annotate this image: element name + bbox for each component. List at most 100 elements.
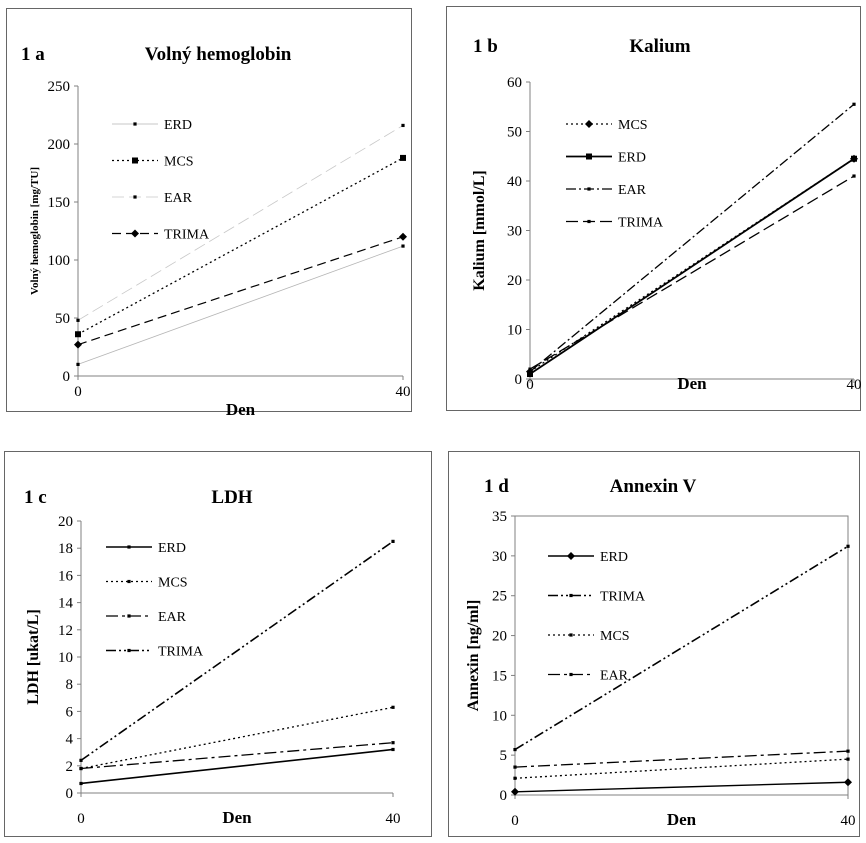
data-point xyxy=(76,318,80,322)
data-point xyxy=(846,544,850,548)
legend-label: ERD xyxy=(164,118,192,133)
series-line xyxy=(77,245,404,365)
data-point xyxy=(528,369,532,374)
y-tick-label: 35 xyxy=(492,509,507,525)
y-tick-label: 2 xyxy=(66,759,74,775)
data-point xyxy=(79,781,83,786)
legend-label: MCS xyxy=(618,118,648,133)
data-point xyxy=(75,331,81,338)
series-line xyxy=(514,758,849,779)
legend-label: ERD xyxy=(158,541,186,556)
legend-label: TRIMA xyxy=(158,645,204,660)
legend-marker xyxy=(569,633,573,637)
data-point xyxy=(511,787,519,796)
series-line xyxy=(514,545,849,751)
y-tick-label: 20 xyxy=(58,514,73,530)
legend-label: EAR xyxy=(618,183,647,198)
data-point xyxy=(513,776,517,780)
y-tick-label: 30 xyxy=(507,224,522,240)
legend-marker xyxy=(131,229,139,238)
series-line xyxy=(80,748,394,785)
data-point xyxy=(846,749,850,753)
legend-marker xyxy=(127,579,131,584)
data-point xyxy=(391,747,395,752)
data-point xyxy=(401,244,405,248)
data-point xyxy=(852,102,856,106)
legend-marker xyxy=(569,593,573,598)
data-point xyxy=(527,371,533,378)
legend-marker xyxy=(132,157,138,164)
data-point xyxy=(391,539,395,543)
x-tick-label: 40 xyxy=(847,377,862,393)
series-line xyxy=(514,781,849,793)
legend-marker xyxy=(127,648,131,653)
legend-marker xyxy=(133,195,137,199)
chart-title: LDH xyxy=(211,487,252,508)
x-tick-label: 40 xyxy=(841,813,856,829)
panel-label: 1 b xyxy=(473,36,498,57)
legend-label: ERD xyxy=(600,550,628,565)
legend-label: TRIMA xyxy=(600,590,646,605)
legend-label: TRIMA xyxy=(618,216,664,231)
series-line xyxy=(529,103,855,373)
legend-marker xyxy=(567,552,575,560)
legend-label: MCS xyxy=(158,576,188,591)
chart-panel: 0 2 4 6 8 10 12 14 16 18 20 0 40 1 c LDH Den LDH [ukat/L… xyxy=(4,451,432,837)
data-point xyxy=(513,747,517,752)
legend-label: TRIMA xyxy=(164,228,210,243)
data-point xyxy=(79,766,83,771)
legend-marker xyxy=(587,187,591,191)
y-tick-label: 6 xyxy=(66,704,74,720)
y-tick-label: 20 xyxy=(492,629,507,645)
data-point xyxy=(391,741,395,745)
x-axis-title: Den xyxy=(222,808,252,827)
panel-label: 1 a xyxy=(21,44,45,65)
y-tick-label: 15 xyxy=(492,668,507,684)
chart-title: Volný hemoglobin xyxy=(145,44,292,65)
y-tick-label: 18 xyxy=(58,541,73,557)
legend-label: EAR xyxy=(164,191,193,206)
y-tick-label: 8 xyxy=(66,677,74,693)
y-tick-label: 150 xyxy=(48,195,71,211)
panel-frame xyxy=(448,451,860,837)
y-tick-label: 4 xyxy=(66,732,74,748)
data-point xyxy=(401,123,405,128)
y-tick-label: 10 xyxy=(58,650,73,666)
series-line xyxy=(77,157,404,335)
y-tick-label: 14 xyxy=(58,596,74,612)
y-axis-title: Kalium [mmol/L] xyxy=(471,170,488,290)
legend-label: MCS xyxy=(164,155,194,170)
series-line xyxy=(80,540,394,762)
data-point xyxy=(399,232,407,241)
x-tick-label: 0 xyxy=(526,377,534,393)
y-tick-label: 5 xyxy=(500,748,508,764)
y-tick-label: 0 xyxy=(500,788,508,804)
series-line xyxy=(80,742,394,770)
legend-marker xyxy=(587,219,591,224)
data-point xyxy=(74,340,82,349)
data-point xyxy=(79,758,83,762)
y-tick-label: 0 xyxy=(63,369,71,385)
legend-marker xyxy=(585,120,593,128)
y-tick-label: 0 xyxy=(66,786,74,802)
data-point xyxy=(513,765,517,769)
y-tick-label: 50 xyxy=(507,125,522,141)
legend-marker xyxy=(127,545,131,549)
y-tick-label: 12 xyxy=(58,623,73,639)
series-line xyxy=(77,236,404,346)
data-point xyxy=(76,362,80,366)
data-point xyxy=(852,174,856,178)
y-tick-label: 10 xyxy=(507,323,522,339)
x-axis-title: Den xyxy=(226,400,256,419)
y-axis-title: Annexin [ng/ml] xyxy=(465,600,482,712)
panel-frame xyxy=(446,6,861,411)
legend-marker xyxy=(127,614,131,618)
y-axis-title: Volný hemoglobin [mg/TU] xyxy=(29,167,41,295)
y-tick-label: 10 xyxy=(492,708,507,724)
y-tick-label: 16 xyxy=(58,568,74,584)
chart-title: Annexin V xyxy=(610,476,697,497)
panel-label: 1 d xyxy=(484,476,509,497)
series-line xyxy=(529,175,855,370)
series-line xyxy=(77,125,404,321)
